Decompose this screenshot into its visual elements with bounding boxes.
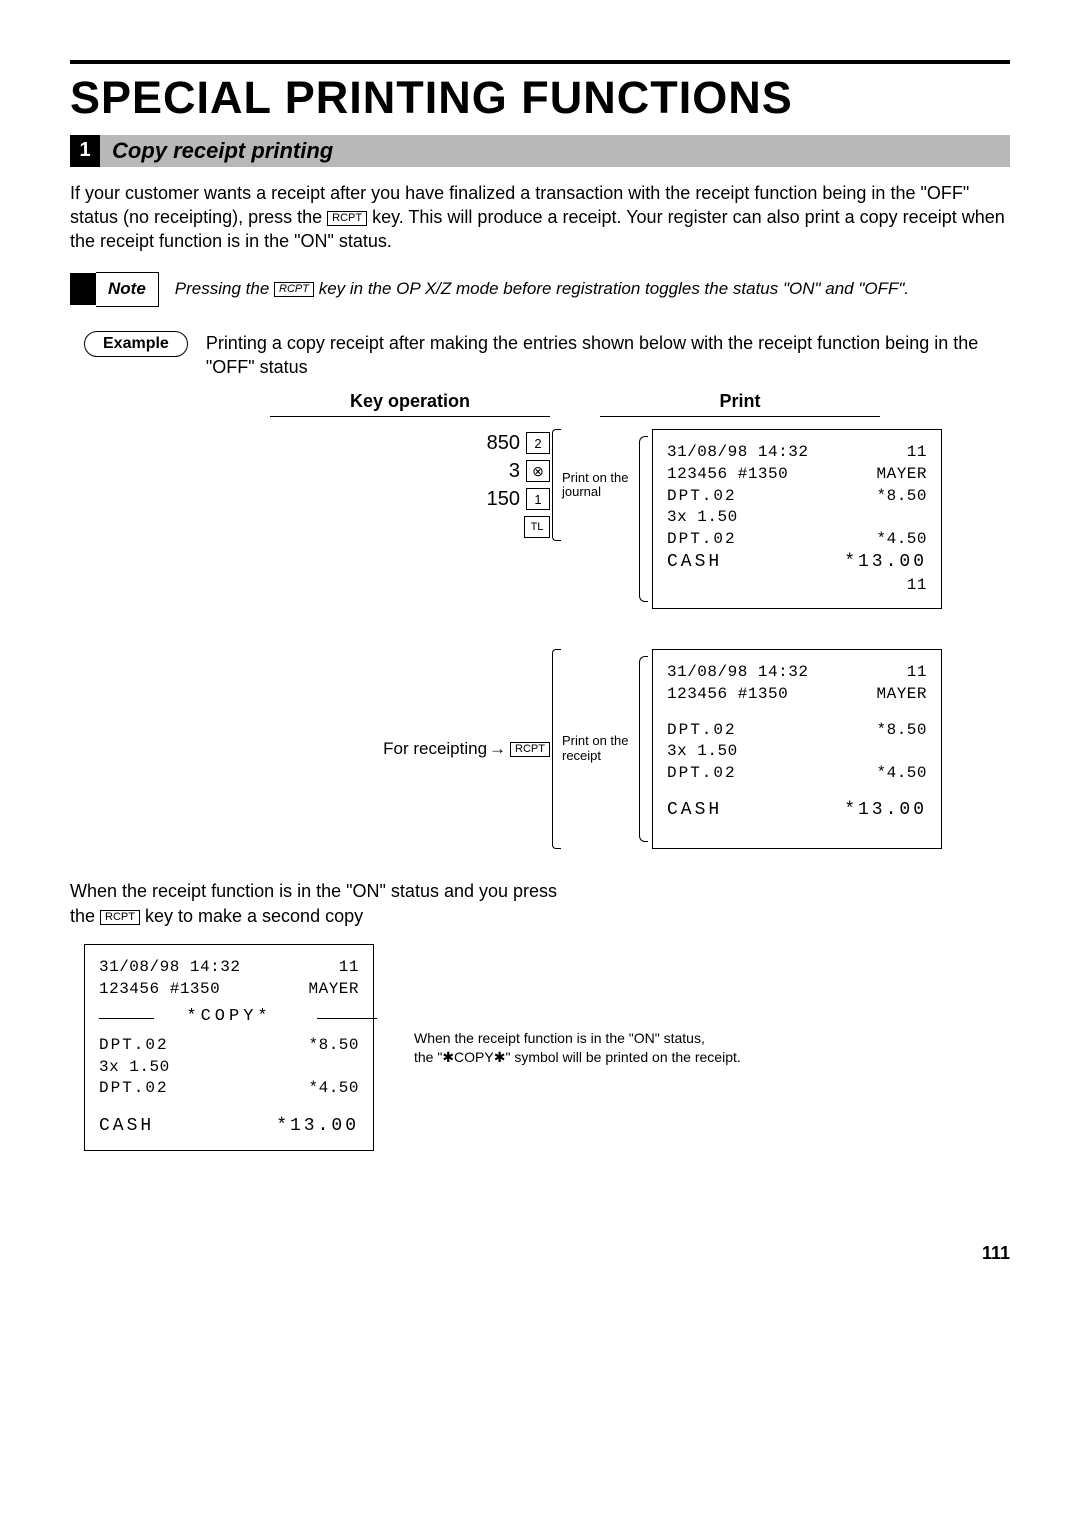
rcpt-key-2: RCPT [510, 742, 550, 757]
print-header: Print [600, 389, 880, 417]
r1-total: *13.00 [844, 550, 927, 574]
key-op-header: Key operation [270, 389, 550, 417]
r2-dt: 31/08/98 14:32 [667, 662, 808, 684]
r3-p2: *4.50 [308, 1078, 359, 1100]
r2-mul: 3x 1.50 [667, 741, 927, 763]
rcpt-key: RCPT [327, 211, 367, 226]
r1-d2: DPT.02 [667, 529, 737, 551]
r3-r: 11 [339, 957, 359, 979]
for-rec-text: For receipting [383, 738, 487, 761]
note-badge: Note [70, 272, 159, 307]
r1-p2: *4.50 [876, 529, 927, 551]
journal-label: Print on the journal [550, 429, 642, 541]
columns-header: Key operation Print [270, 389, 1010, 417]
example-text: Printing a copy receipt after making the… [206, 331, 1010, 380]
copy-receipt-2: 31/08/98 14:32 11 123456 #1350 MAYER *COPY… [84, 944, 374, 1151]
r3-d1: DPT.02 [99, 1035, 169, 1057]
r1-id: 123456 #1350 [667, 464, 788, 486]
for-receipting: For receipting→ RCPT [270, 649, 550, 849]
example-row: Example Printing a copy receipt after ma… [84, 331, 1010, 380]
ops-block-2: For receipting→ RCPT Print on the receipt… [270, 649, 1010, 849]
copy-note: When the receipt function is in the "ON"… [414, 1029, 741, 1065]
copy-tag: *COPY* [99, 1006, 359, 1029]
page-number: 111 [70, 1241, 1010, 1265]
rcpt-key-note: RCPT [274, 282, 314, 297]
r2-d1: DPT.02 [667, 720, 737, 742]
r3-mul: 3x 1.50 [99, 1057, 359, 1079]
journal-receipt: 31/08/98 14:32 11 123456 #1350 MAYER DPT.0… [652, 429, 942, 609]
copy-block: 31/08/98 14:32 11 123456 #1350 MAYER *COPY… [70, 944, 1010, 1151]
seq-row: 3⊗ [270, 457, 550, 485]
note-text: Pressing the RCPT key in the OP X/Z mode… [175, 278, 909, 301]
r3-cash: CASH [99, 1114, 154, 1138]
r2-id: 123456 #1350 [667, 684, 788, 706]
seq-num-2: 150 [487, 486, 520, 513]
r3-d2: DPT.02 [99, 1078, 169, 1100]
r1-r: 11 [907, 442, 927, 464]
r3-id: 123456 #1350 [99, 979, 220, 1001]
arrow-icon: → [489, 738, 506, 761]
r2-r: 11 [907, 662, 927, 684]
r1-mul: 3x 1.50 [667, 507, 927, 529]
r1-cash: CASH [667, 550, 722, 574]
intro-paragraph: If your customer wants a receipt after y… [70, 181, 1010, 254]
top-rule [70, 60, 1010, 64]
r2-p1: *8.50 [876, 720, 927, 742]
r1-clerk: MAYER [876, 464, 927, 486]
r2-d2: DPT.02 [667, 763, 737, 785]
note-b: key in the OP X/Z mode before registrati… [314, 279, 909, 298]
r2-clerk: MAYER [876, 684, 927, 706]
r3-p1: *8.50 [308, 1035, 359, 1057]
seq-row: 1501 [270, 485, 550, 513]
r1-tail: 11 [667, 575, 927, 597]
section-bar: 1 Copy receipt printing [70, 135, 1010, 167]
section-title: Copy receipt printing [112, 136, 333, 166]
seq-row: 850 2 [270, 429, 550, 457]
section-number: 1 [70, 135, 100, 167]
on-status-text: When the receipt function is in the "ON"… [70, 879, 1010, 928]
r1-p1: *8.50 [876, 486, 927, 508]
copy-receipt-1: 31/08/98 14:32 11 123456 #1350 MAYER DPT.0… [652, 649, 942, 849]
note-black-block [70, 273, 96, 305]
note-a: Pressing the [175, 279, 274, 298]
copy-note-a: When the receipt function is in the "ON"… [414, 1029, 741, 1047]
on-a: When the receipt function is in the "ON"… [70, 879, 1010, 903]
seq-num-0: 850 [487, 430, 520, 457]
copy-note-b: the "✱COPY✱" symbol will be printed on t… [414, 1048, 741, 1066]
r3-dt: 31/08/98 14:32 [99, 957, 240, 979]
on-b: key to make a second copy [140, 906, 363, 926]
rcpt-key-3: RCPT [100, 910, 140, 925]
note-label: Note [96, 272, 159, 307]
r1-dt: 31/08/98 14:32 [667, 442, 808, 464]
r2-total: *13.00 [844, 798, 927, 822]
ops-block-1: 8502 3⊗ 1501 TL Print on the journal 31/… [270, 429, 1010, 609]
seq-key-0: 2 [526, 432, 550, 454]
example-pill: Example [84, 331, 188, 357]
main-title: SPECIAL PRINTING FUNCTIONS [70, 68, 1010, 129]
r1-d1: DPT.02 [667, 486, 737, 508]
seq-num-1: 3 [509, 458, 520, 485]
seq-key-2: 1 [526, 488, 550, 510]
receipt-label: Print on the receipt [550, 649, 642, 849]
r2-cash: CASH [667, 798, 722, 822]
r3-clerk: MAYER [308, 979, 359, 1001]
seq-key-3: TL [524, 516, 550, 538]
note-row: Note Pressing the RCPT key in the OP X/Z… [70, 272, 1010, 307]
key-sequence: 8502 3⊗ 1501 TL [270, 429, 550, 609]
seq-row: TL [270, 513, 550, 541]
r3-total: *13.00 [276, 1114, 359, 1138]
seq-key-1: ⊗ [526, 460, 550, 482]
r2-p2: *4.50 [876, 763, 927, 785]
